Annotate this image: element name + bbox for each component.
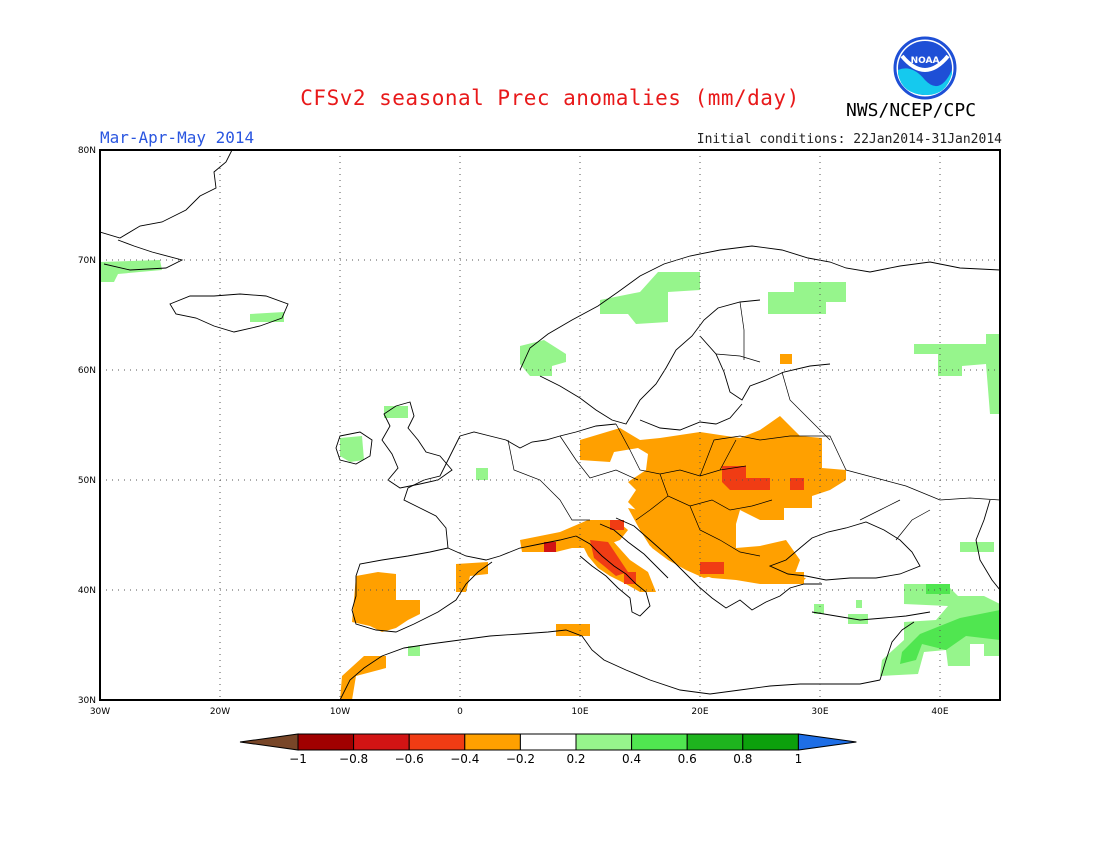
colorbar-swatch [742, 733, 799, 751]
coastline-great-britain [381, 401, 453, 489]
coastline-iberia [351, 547, 493, 633]
colorbar-tick-label: 0.2 [566, 752, 585, 766]
anomaly-region-ukraine-red [722, 466, 770, 490]
lat-tick-label: 70N [78, 256, 96, 266]
colorbar-tick-label: −0.6 [395, 752, 424, 766]
colorbar-swatch [408, 733, 466, 751]
anomaly-region-norway [600, 272, 700, 324]
anomaly-region-italy-red [590, 540, 628, 576]
chart-title: CFSv2 seasonal Prec anomalies (mm/day) [300, 86, 800, 110]
anomaly-region-morocco [340, 656, 386, 700]
noaa-logo: NOAA [893, 36, 957, 100]
coastline-balkans [615, 517, 822, 611]
anomaly-region-spain-east [456, 562, 488, 592]
colorbar-swatch [575, 733, 633, 751]
colorbar: −1 −0.8 −0.6 −0.4 −0.2 0.2 0.4 0.6 0.8 1 [239, 733, 857, 766]
anomaly-region-corsica-red [544, 542, 556, 552]
anomaly-region-russia-north [914, 334, 1000, 414]
graticule [100, 150, 1000, 700]
anomaly-region-finland-dot [780, 354, 792, 364]
anomaly-region-algeria-dot [408, 646, 420, 656]
period-label: Mar-Apr-May 2014 [100, 128, 255, 147]
colorbar-high-extension [797, 733, 857, 751]
colorbar-tick-label: −0.8 [339, 752, 368, 766]
lon-tick-label: 20E [691, 707, 708, 717]
coastline-turkey-south [811, 611, 931, 621]
noaa-logo-text: NOAA [911, 56, 940, 66]
coastline-baltic [639, 335, 831, 431]
anomaly-region-france-dot [476, 468, 488, 480]
colorbar-tick-label: 0.4 [622, 752, 641, 766]
colorbar-tick-label: −0.4 [450, 752, 479, 766]
anomaly-region-iberia [352, 572, 420, 632]
lat-tick-label: 30N [78, 696, 96, 706]
colorbar-swatch [297, 733, 355, 751]
lat-tick-label: 40N [78, 586, 96, 596]
lon-tick-label: 40E [931, 707, 948, 717]
lon-tick-label: 20W [210, 707, 230, 717]
colorbar-low-extension [239, 733, 299, 751]
anomaly-region-ukraine-red-2 [790, 478, 804, 490]
anomaly-region-central-europe [580, 416, 846, 584]
coastline-continental-europe [403, 423, 617, 561]
anomaly-region-norway-south [520, 340, 566, 376]
coastline-black-sea [768, 521, 921, 581]
coastline-iceland [169, 293, 289, 333]
coastline-ireland [335, 431, 373, 465]
coastline-north-africa [339, 629, 881, 700]
lat-tick-label: 80N [78, 146, 96, 156]
coastline-greenland [100, 150, 233, 271]
anomaly-region-balkans [628, 508, 740, 578]
anomaly-region-sardinia [556, 624, 590, 636]
anomaly-region-scotland [384, 406, 408, 418]
colorbar-tick-label: −0.2 [506, 752, 535, 766]
lon-tick-label: 30W [90, 707, 110, 717]
initial-conditions-label: Initial conditions: 22Jan2014-31Jan2014 [696, 132, 1002, 147]
coastline-scandinavia [519, 245, 1000, 371]
colorbar-swatch [464, 733, 521, 751]
anomaly-region-middle-east-deep [926, 584, 950, 594]
coastline-italy [575, 523, 669, 617]
anomaly-shading [100, 260, 1000, 700]
colorbar-tick-label: −1 [289, 752, 307, 766]
anomaly-region-cyprus-dot [856, 600, 862, 608]
coastline-sweden-south [539, 299, 761, 425]
lon-tick-label: 10E [571, 707, 588, 717]
lon-tick-label: 0 [457, 707, 463, 717]
colorbar-tick-label: 0.6 [678, 752, 697, 766]
anomaly-region-levant-deep [900, 610, 1000, 664]
coastline-caspian [975, 499, 1000, 591]
coastline-levant [879, 621, 915, 681]
map-frame [99, 149, 1001, 701]
colorbar-swatch [353, 733, 410, 751]
colorbar-tick-label: 1 [795, 752, 803, 766]
anomaly-region-balkan-red [700, 562, 724, 574]
lat-tick-label: 50N [78, 476, 96, 486]
anomaly-region-turkey-dots [848, 614, 868, 624]
colorbar-swatch [631, 733, 688, 751]
lon-tick-label: 10W [330, 707, 350, 717]
anomaly-region-finland [768, 282, 846, 314]
latitude-labels: 30N 40N 50N 60N 70N 80N [78, 146, 96, 706]
country-borders [507, 301, 847, 557]
longitude-labels: 30W 20W 10W 0 10E 20E 30E 40E [90, 707, 949, 717]
colorbar-swatch [686, 733, 744, 751]
agency-label: NWS/NCEP/CPC [846, 100, 977, 121]
anomaly-region-aegean-dot [814, 604, 824, 614]
coastlines-and-borders [100, 150, 1000, 700]
anomaly-region-turkey-north [760, 572, 804, 584]
anomaly-region-ireland [340, 436, 364, 462]
anomaly-region-iceland [250, 312, 284, 322]
lat-tick-label: 60N [78, 366, 96, 376]
country-borders-east [845, 469, 1000, 541]
colorbar-swatch [519, 733, 577, 751]
lon-tick-label: 30E [811, 707, 828, 717]
colorbar-tick-label: 0.8 [733, 752, 752, 766]
anomaly-region-adriatic-red [610, 520, 624, 530]
anomaly-region-greenland [100, 260, 162, 282]
